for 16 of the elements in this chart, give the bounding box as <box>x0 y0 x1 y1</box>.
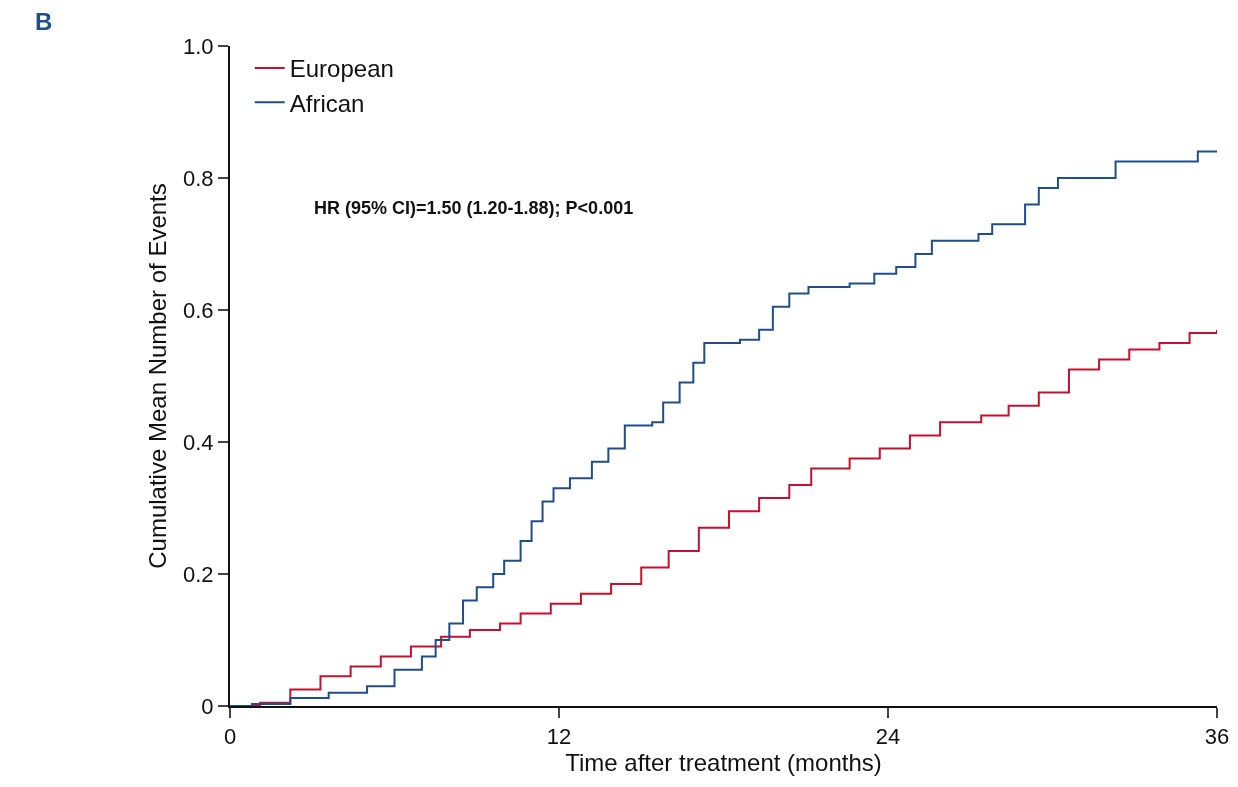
y-axis-title: Cumulative Mean Number of Events <box>143 183 171 569</box>
text: B <box>35 8 53 35</box>
x-tick-label: 0 <box>223 724 237 750</box>
legend-label: African <box>289 89 365 117</box>
x-axis-title: Time after treatment (months) <box>565 749 882 777</box>
legend-label: European <box>289 55 394 83</box>
y-tick-label: 0 <box>201 693 214 719</box>
y-tick-label: 0.4 <box>183 429 214 455</box>
y-tick-label: 0.6 <box>183 297 214 323</box>
x-tick-label: 36 <box>1204 724 1230 750</box>
y-tick-label: 1.0 <box>183 33 214 59</box>
y-tick-label: 0.2 <box>183 561 214 587</box>
y-tick-label: 0.8 <box>183 165 214 191</box>
x-tick-label: 12 <box>546 724 572 750</box>
annotation: HR (95% CI)=1.50 (1.20-1.88); P<0.001 <box>314 198 634 218</box>
x-tick-label: 24 <box>875 724 901 750</box>
